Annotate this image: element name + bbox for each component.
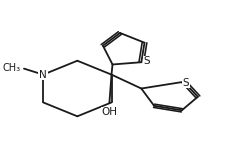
Text: S: S: [182, 78, 189, 88]
Text: N: N: [39, 70, 47, 80]
Text: CH₃: CH₃: [3, 63, 21, 73]
Text: OH: OH: [101, 107, 117, 117]
Text: S: S: [143, 56, 149, 66]
